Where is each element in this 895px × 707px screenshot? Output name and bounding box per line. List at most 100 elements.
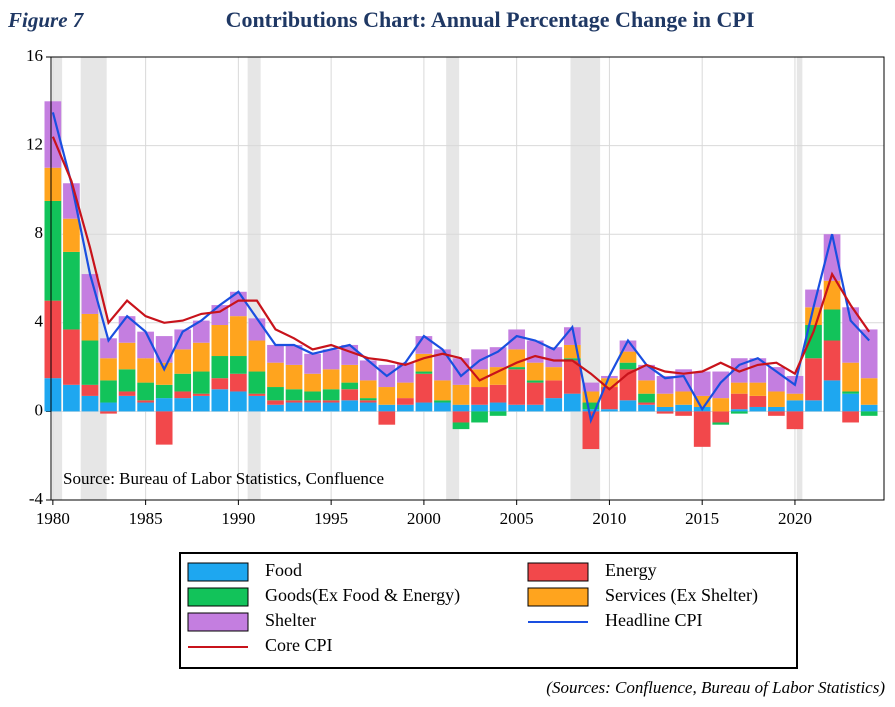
bar-segment bbox=[471, 387, 488, 405]
bar-segment bbox=[842, 307, 859, 363]
bar-segment bbox=[63, 218, 80, 252]
bar-segment bbox=[434, 380, 451, 401]
legend-swatch bbox=[187, 612, 249, 632]
shaded-period bbox=[796, 57, 803, 500]
bar-segment bbox=[248, 318, 266, 341]
bar-segment bbox=[526, 380, 544, 383]
legend-label: Shelter bbox=[265, 610, 316, 630]
legend-label: Goods(Ex Food & Energy) bbox=[265, 585, 460, 606]
y-tick-label: 0 bbox=[35, 400, 44, 419]
bar-segment bbox=[248, 371, 266, 394]
bar-segment bbox=[192, 371, 210, 394]
bar-segment bbox=[601, 387, 618, 410]
bar-segment bbox=[304, 400, 321, 403]
y-tick-label: -4 bbox=[29, 489, 44, 508]
y-tick-label: 12 bbox=[26, 135, 43, 154]
bar-segment bbox=[155, 362, 173, 385]
chart-title: Contributions Chart: Annual Percentage C… bbox=[226, 7, 755, 32]
bar-segment bbox=[155, 336, 173, 363]
legend-label: Services (Ex Shelter) bbox=[605, 585, 758, 606]
bar-segment bbox=[489, 402, 507, 412]
bar-segment bbox=[285, 344, 303, 365]
bar-segment bbox=[341, 382, 359, 390]
bar-segment bbox=[768, 391, 785, 407]
bar-segment bbox=[359, 400, 377, 403]
bar-segment bbox=[842, 411, 859, 423]
bar-segment bbox=[378, 404, 396, 412]
bar-segment bbox=[619, 362, 637, 370]
bar-segment bbox=[786, 411, 804, 430]
bar-segment bbox=[285, 389, 303, 401]
bar-segment bbox=[768, 406, 785, 412]
bar-segment bbox=[860, 329, 878, 379]
bar-segment bbox=[582, 409, 600, 412]
bar-segment bbox=[675, 369, 692, 392]
bar-segment bbox=[730, 393, 748, 410]
bar-segment bbox=[304, 373, 321, 392]
bar-segment bbox=[675, 404, 692, 412]
bar-segment bbox=[508, 367, 526, 370]
bar-segment bbox=[174, 329, 192, 350]
bar-segment bbox=[118, 391, 136, 396]
bar-segment bbox=[563, 360, 581, 394]
bar-segment bbox=[248, 395, 266, 412]
bar-segment bbox=[118, 342, 136, 370]
bar-segment bbox=[100, 338, 117, 359]
bar-segment bbox=[137, 382, 154, 401]
bar-segment bbox=[341, 344, 359, 365]
legend-swatch bbox=[187, 562, 249, 582]
bar-segment bbox=[489, 384, 507, 403]
bar-segment bbox=[341, 364, 359, 383]
bar-segment bbox=[192, 320, 210, 343]
bar-segment bbox=[415, 402, 433, 412]
bar-segment bbox=[155, 411, 173, 445]
bar-segment bbox=[786, 393, 804, 401]
bar-segment bbox=[471, 411, 488, 423]
shaded-period bbox=[446, 57, 460, 500]
bar-segment bbox=[563, 358, 581, 361]
bar-segment bbox=[285, 364, 303, 390]
bar-segment bbox=[137, 402, 154, 412]
bar-segment bbox=[545, 347, 563, 368]
bar-segment bbox=[526, 362, 544, 381]
bar-segment bbox=[63, 384, 80, 412]
bar-segment bbox=[749, 382, 767, 396]
bar-segment bbox=[545, 398, 563, 412]
bar-segment bbox=[452, 422, 470, 430]
bar-segment bbox=[730, 382, 748, 394]
bar-segment bbox=[842, 391, 859, 394]
x-tick-label: 1980 bbox=[36, 509, 70, 528]
bar-segment bbox=[267, 400, 284, 405]
bar-segment bbox=[81, 313, 99, 341]
bar-segment bbox=[192, 395, 210, 412]
bar-segment bbox=[675, 411, 692, 416]
bar-segment bbox=[322, 369, 340, 390]
bar-segment bbox=[860, 378, 878, 405]
bar-segment bbox=[81, 384, 99, 396]
x-tick-label: 1990 bbox=[221, 509, 255, 528]
bar-segment bbox=[582, 391, 600, 403]
bar-segment bbox=[805, 400, 822, 412]
bar-segment bbox=[44, 300, 62, 379]
bar-segment bbox=[137, 358, 154, 383]
bar-segment bbox=[322, 400, 340, 403]
shaded-period bbox=[247, 57, 261, 500]
bar-segment bbox=[322, 402, 340, 412]
bar-segment bbox=[489, 347, 507, 368]
bar-segment bbox=[81, 274, 99, 314]
bar-segment bbox=[452, 384, 470, 405]
bar-segment bbox=[397, 398, 414, 405]
bar-segment bbox=[267, 344, 284, 363]
bar-segment bbox=[823, 340, 841, 381]
bar-segment bbox=[712, 411, 730, 423]
bar-segment bbox=[545, 367, 563, 381]
bar-segment bbox=[63, 251, 80, 330]
bar-segment bbox=[656, 406, 674, 412]
legend-swatch bbox=[187, 587, 249, 607]
x-tick-label: 2015 bbox=[685, 509, 719, 528]
bar-segment bbox=[44, 167, 62, 201]
bar-segment bbox=[230, 373, 247, 392]
bar-segment bbox=[693, 411, 711, 447]
figure-label: Figure 7 bbox=[7, 8, 85, 32]
